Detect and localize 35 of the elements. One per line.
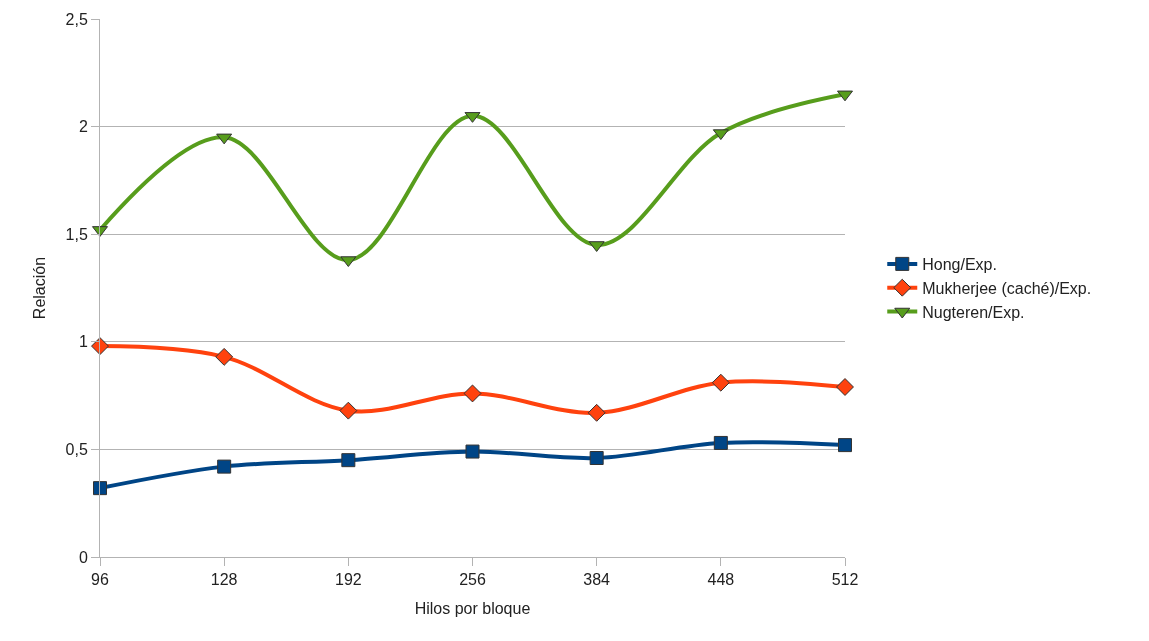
point xyxy=(93,481,107,496)
point xyxy=(463,384,482,403)
y-tick-label: 0,5 xyxy=(65,441,88,458)
legend-label: Nugteren/Exp. xyxy=(922,303,1025,321)
legend-label: Hong/Exp. xyxy=(922,256,997,274)
y-tick-label: 2,5 xyxy=(65,10,88,28)
x-tick-label: 128 xyxy=(210,571,238,589)
x-tick-label: 256 xyxy=(459,571,486,589)
point xyxy=(711,373,730,392)
x-tick-label: 448 xyxy=(707,571,735,589)
point xyxy=(216,133,233,145)
point xyxy=(838,438,852,453)
point xyxy=(215,347,234,366)
point xyxy=(587,403,606,422)
y-tick-label: 1,5 xyxy=(65,225,88,243)
point xyxy=(217,459,232,474)
y-tick-label: 0 xyxy=(78,548,88,566)
x-axis-title: Hilos por bloque xyxy=(414,599,531,617)
point xyxy=(836,378,854,396)
x-tick-label: 192 xyxy=(334,571,362,589)
y-axis-title: Relación xyxy=(31,256,49,320)
point xyxy=(341,453,356,468)
legend-label: Mukherjee (caché)/Exp. xyxy=(922,279,1092,297)
point xyxy=(91,337,109,356)
point xyxy=(589,451,604,466)
point xyxy=(465,444,480,459)
x-tick-label: 96 xyxy=(91,571,109,589)
y-tick-label: 2 xyxy=(78,118,88,136)
x-tick-label: 384 xyxy=(583,571,611,589)
point xyxy=(339,401,358,420)
point xyxy=(712,129,729,141)
point xyxy=(713,435,728,450)
x-tick-label: 512 xyxy=(831,571,859,589)
point xyxy=(340,256,357,268)
y-tick-label: 1 xyxy=(78,333,88,351)
